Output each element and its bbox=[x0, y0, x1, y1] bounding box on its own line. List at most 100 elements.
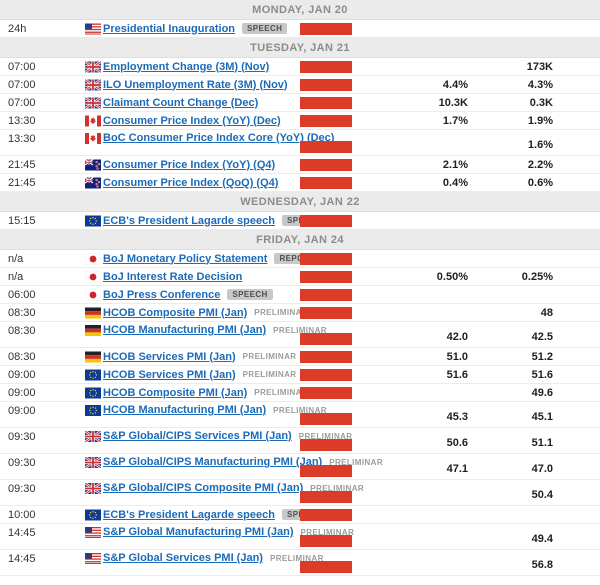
event-link[interactable]: S&P Global Services PMI (Jan) bbox=[103, 552, 263, 564]
actual-value: 0.50% bbox=[436, 270, 468, 283]
day-header: TUESDAY, JAN 21 bbox=[0, 38, 600, 58]
preliminary-label: PRELIMINAR bbox=[298, 431, 353, 441]
previous-value: 173K bbox=[526, 60, 553, 73]
event-link[interactable]: HCOB Manufacturing PMI (Jan) bbox=[103, 404, 267, 416]
preliminary-label: PRELIMINAR bbox=[273, 405, 327, 415]
event-time: 21:45 bbox=[8, 158, 36, 171]
preliminary-label: PRELIMINAR bbox=[273, 325, 327, 335]
event-name-wrap: ECB's President Lagarde speechSPEECH bbox=[103, 214, 328, 227]
event-link[interactable]: ECB's President Lagarde speech bbox=[103, 508, 275, 521]
event-time: 09:00 bbox=[8, 386, 36, 399]
previous-value: 0.3K bbox=[529, 96, 553, 109]
volatility-bar-icon bbox=[300, 508, 352, 521]
volatility-bar-icon bbox=[300, 214, 352, 227]
nz-flag-icon bbox=[85, 177, 101, 188]
volatility-bar-icon bbox=[300, 176, 352, 189]
event-name-wrap: HCOB Manufacturing PMI (Jan) PRELIMINAR bbox=[103, 324, 327, 336]
previous-value: 56.8 bbox=[531, 559, 553, 571]
event-time: 15:15 bbox=[8, 214, 36, 227]
event-row: 24h Presidential Inauguration SPEECH bbox=[0, 20, 600, 38]
event-row: n/a BoJ Monetary Policy Statement REPORT bbox=[0, 250, 600, 268]
event-row: 09:00 HCOB Services PMI (Jan) PRELIMINAR 51… bbox=[0, 366, 600, 384]
actual-value: 42.0 bbox=[446, 331, 468, 343]
event-name-wrap: ILO Unemployment Rate (3M) (Nov) bbox=[103, 79, 288, 91]
event-name-wrap: Consumer Price Index (YoY) (Dec) bbox=[103, 115, 281, 127]
day-header: FRIDAY, JAN 24 bbox=[0, 230, 600, 250]
event-row: n/a BoJ Interest Rate Decision 0.50% 0.25% bbox=[0, 268, 600, 286]
event-link[interactable]: S&P Global/CIPS Services PMI (Jan) bbox=[103, 430, 292, 442]
event-row: 13:30 BoC Consumer Price Index Core (YoY)… bbox=[0, 130, 600, 156]
preliminary-label: PRELIMINAR bbox=[300, 527, 355, 537]
previous-value: 0.6% bbox=[527, 176, 553, 189]
event-name-wrap: S&P Global Manufacturing PMI (Jan) PRELIM… bbox=[103, 526, 354, 538]
event-type-badge: SPEECH bbox=[242, 23, 288, 34]
event-link[interactable]: Claimant Count Change (Dec) bbox=[103, 96, 259, 109]
event-row: 09:30 S&P Global/CIPS Manufacturing PMI (… bbox=[0, 454, 600, 480]
event-link[interactable]: HCOB Composite PMI (Jan) bbox=[103, 386, 248, 399]
volatility-bar-icon bbox=[300, 22, 352, 35]
us-flag-icon bbox=[85, 23, 101, 34]
event-link[interactable]: BoJ Interest Rate Decision bbox=[103, 270, 243, 283]
eu-flag-icon bbox=[85, 509, 101, 520]
event-row: 09:30 S&P Global/CIPS Composite PMI (Jan)… bbox=[0, 480, 600, 506]
event-name-wrap: BoJ Press Conference SPEECH bbox=[103, 289, 273, 301]
event-link[interactable]: HCOB Services PMI (Jan) bbox=[103, 368, 236, 381]
volatility-bar-icon bbox=[300, 386, 352, 399]
event-time: 09:30 bbox=[8, 483, 36, 495]
previous-value: 51.2 bbox=[531, 350, 553, 363]
event-link[interactable]: Consumer Price Index (QoQ) (Q4) bbox=[103, 176, 279, 189]
event-link[interactable]: S&P Global Manufacturing PMI (Jan) bbox=[103, 526, 294, 538]
volatility-bar-icon bbox=[300, 306, 352, 319]
previous-value: 1.9% bbox=[527, 114, 553, 127]
gb-flag-icon bbox=[85, 97, 101, 108]
event-link[interactable]: S&P Global/CIPS Manufacturing PMI (Jan) bbox=[103, 456, 323, 468]
event-time: 13:30 bbox=[8, 114, 36, 127]
us-flag-icon bbox=[85, 527, 101, 538]
event-name-wrap: HCOB Manufacturing PMI (Jan) PRELIMINAR bbox=[103, 404, 327, 416]
day-header-label: TUESDAY, JAN 21 bbox=[250, 41, 350, 54]
volatility-bar-icon bbox=[300, 368, 352, 381]
event-link[interactable]: ILO Unemployment Rate (3M) (Nov) bbox=[103, 78, 288, 91]
event-name-wrap: Consumer Price Index (YoY) (Q4) bbox=[103, 159, 275, 171]
event-name-wrap: Claimant Count Change (Dec) bbox=[103, 97, 258, 109]
actual-value: 50.6 bbox=[446, 437, 468, 449]
day-header-label: FRIDAY, JAN 24 bbox=[256, 233, 344, 246]
event-row: 07:00 Claimant Count Change (Dec) 10.3K 0.3… bbox=[0, 94, 600, 112]
de-flag-icon bbox=[85, 307, 101, 318]
event-link[interactable]: BoJ Press Conference bbox=[103, 288, 221, 301]
event-time: 14:45 bbox=[8, 527, 36, 539]
event-link[interactable]: HCOB Composite PMI (Jan) bbox=[103, 306, 248, 319]
event-row: 08:30 HCOB Composite PMI (Jan) PRELIMINAR 4… bbox=[0, 304, 600, 322]
event-link[interactable]: Presidential Inauguration bbox=[103, 22, 236, 35]
event-row: 14:45 S&P Global Services PMI (Jan) PRELIM… bbox=[0, 550, 600, 576]
previous-value: 49.4 bbox=[531, 533, 553, 545]
event-time: 09:00 bbox=[8, 405, 36, 417]
event-time: 09:00 bbox=[8, 368, 36, 381]
event-link[interactable]: Employment Change (3M) (Nov) bbox=[103, 60, 270, 73]
eu-flag-icon bbox=[85, 369, 101, 380]
event-link[interactable]: Consumer Price Index (YoY) (Dec) bbox=[103, 114, 281, 127]
event-link[interactable]: BoJ Monetary Policy Statement bbox=[103, 252, 268, 265]
preliminary-label: PRELIMINAR bbox=[329, 457, 383, 467]
event-row: 07:00 Employment Change (3M) (Nov) 173K bbox=[0, 58, 600, 76]
event-link[interactable]: ECB's President Lagarde speech bbox=[103, 214, 275, 227]
previous-value: 4.3% bbox=[527, 78, 553, 91]
event-link[interactable]: HCOB Manufacturing PMI (Jan) bbox=[103, 324, 267, 336]
eu-flag-icon bbox=[85, 405, 101, 416]
volatility-bar-icon bbox=[300, 535, 352, 547]
event-link[interactable]: BoC Consumer Price Index Core (YoY) (Dec… bbox=[103, 132, 335, 144]
event-link[interactable]: S&P Global/CIPS Composite PMI (Jan) bbox=[103, 482, 304, 494]
previous-value: 0.25% bbox=[521, 270, 553, 283]
previous-value: 47.0 bbox=[531, 463, 553, 475]
volatility-bar-icon bbox=[300, 270, 352, 283]
event-link[interactable]: Consumer Price Index (YoY) (Q4) bbox=[103, 158, 276, 171]
event-name-wrap: S&P Global/CIPS Manufacturing PMI (Jan) P… bbox=[103, 456, 383, 468]
event-row: 06:00 BoJ Press Conference SPEECH bbox=[0, 286, 600, 304]
event-row: 08:30 HCOB Manufacturing PMI (Jan) PRELIMI… bbox=[0, 322, 600, 348]
event-link[interactable]: HCOB Services PMI (Jan) bbox=[103, 350, 236, 363]
previous-value: 42.5 bbox=[531, 331, 553, 343]
event-time: 09:30 bbox=[8, 457, 36, 469]
event-type-badge: REPORT bbox=[274, 253, 321, 264]
event-name-wrap: S&P Global/CIPS Composite PMI (Jan) PRELI… bbox=[103, 482, 364, 494]
volatility-bar-icon bbox=[300, 350, 352, 363]
